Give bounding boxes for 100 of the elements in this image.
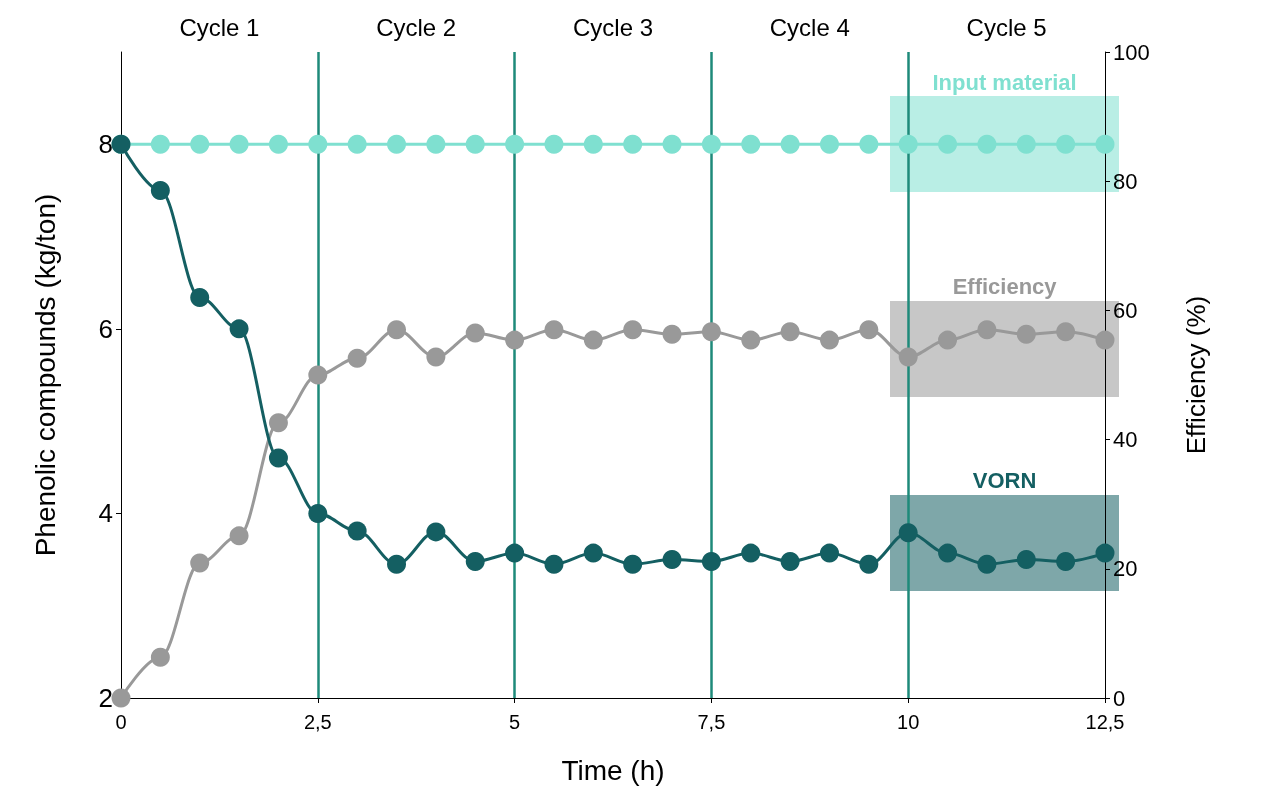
text: Cycle 1 [179, 13, 260, 41]
point [820, 134, 839, 154]
point [1016, 324, 1036, 344]
point [426, 522, 446, 542]
point [820, 543, 839, 563]
y-axis-title: Phenolic compounds (kg/ton) [29, 193, 61, 557]
point [308, 134, 328, 154]
point [308, 503, 328, 523]
point [426, 134, 446, 154]
point [623, 320, 643, 340]
point [465, 323, 485, 343]
point [1095, 543, 1115, 563]
point [387, 554, 407, 574]
point [741, 543, 761, 563]
point [662, 324, 682, 344]
text: Cycle 5 [966, 13, 1047, 41]
point [780, 134, 800, 154]
point [505, 543, 525, 563]
point [1095, 134, 1115, 154]
y-tick-label: 8 [98, 129, 113, 160]
x-axis-title: Time (h) [561, 754, 665, 786]
point [150, 180, 170, 200]
series-label: Efficiency [952, 274, 1058, 300]
y2-tick-label: 80 [1113, 168, 1138, 194]
y2-tick-label: 40 [1113, 427, 1138, 453]
point [859, 134, 879, 154]
y2-axis-title: Efficiency (%) [1181, 295, 1211, 455]
point [1016, 550, 1036, 570]
point [938, 134, 958, 154]
point [780, 551, 800, 571]
point [465, 134, 485, 154]
x-tick-label: 0 [115, 711, 127, 733]
text: Cycle 2 [376, 13, 457, 41]
point [1056, 551, 1076, 571]
point [898, 523, 918, 543]
point [465, 551, 485, 571]
point [387, 320, 407, 340]
point [190, 134, 210, 154]
point [111, 688, 131, 708]
point [583, 543, 603, 563]
point [898, 347, 918, 367]
y-tick-label: 4 [98, 498, 113, 529]
series-label: Input material [932, 69, 1077, 95]
y-tick-label: 6 [98, 313, 113, 344]
point [190, 553, 210, 573]
point [229, 319, 249, 339]
point [701, 551, 721, 571]
point [741, 330, 761, 350]
point [150, 647, 170, 667]
point [741, 134, 761, 154]
point [1056, 134, 1076, 154]
point [938, 543, 958, 563]
point [977, 554, 997, 574]
point [623, 134, 643, 154]
y2-tick-label: 60 [1113, 297, 1138, 323]
x-tick-label: 10 [897, 711, 920, 733]
point [583, 330, 603, 350]
point [701, 134, 721, 154]
y2-tick-label: 0 [1113, 685, 1126, 711]
point [1016, 134, 1036, 154]
point [268, 134, 288, 154]
point [583, 134, 603, 154]
x-tick-label: 12,5 [1085, 711, 1125, 733]
point [820, 330, 839, 350]
point [859, 554, 879, 574]
point [977, 134, 997, 154]
point [780, 322, 800, 342]
point [898, 134, 918, 154]
y2-tick-label: 100 [1113, 39, 1150, 65]
point [268, 448, 288, 468]
point [662, 550, 682, 570]
point [229, 134, 249, 154]
point [190, 287, 210, 307]
point [859, 320, 879, 340]
x-tick-label: 5 [509, 711, 521, 733]
x-tick-label: 7,5 [697, 711, 726, 733]
point [544, 134, 564, 154]
y2-tick-label: 20 [1113, 556, 1138, 582]
point [1056, 322, 1076, 342]
point [505, 134, 525, 154]
point [268, 413, 288, 433]
point [544, 554, 564, 574]
point [308, 365, 328, 385]
point [977, 320, 997, 340]
point [347, 521, 367, 541]
y-tick-label: 2 [98, 683, 113, 713]
text: VORN [972, 468, 1037, 494]
point [347, 348, 367, 368]
point [426, 347, 446, 367]
point [1095, 330, 1115, 350]
point [229, 526, 249, 546]
point [150, 134, 170, 154]
x-tick-label: 2,5 [303, 711, 332, 733]
point [505, 330, 525, 350]
text: Cycle 3 [572, 13, 654, 41]
text: Cycle 4 [769, 13, 850, 41]
point [938, 330, 958, 350]
point [387, 134, 407, 154]
point [662, 134, 682, 154]
point [623, 554, 643, 574]
